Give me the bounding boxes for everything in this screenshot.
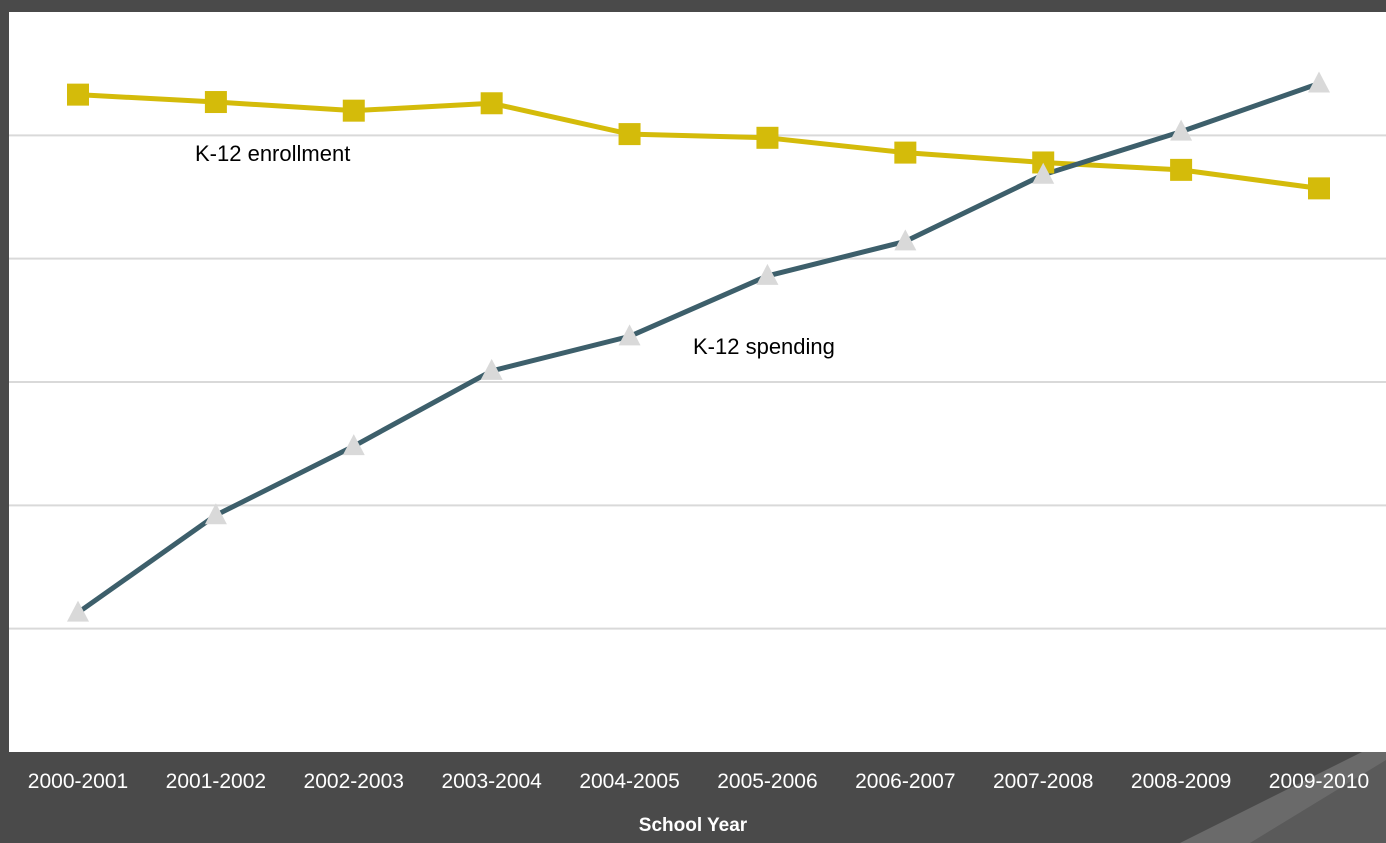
x-axis-title: School Year	[638, 815, 748, 836]
x-tick-label: 2007-2008	[993, 770, 1094, 793]
k-12-enrollment-line	[77, 92, 1320, 191]
x-tick-label: 2008-2009	[1130, 770, 1232, 793]
k-12-spending-point	[756, 263, 779, 285]
x-tick-label: 2005-2006	[717, 770, 818, 793]
enrollment-series-label: K-12 enrollment	[195, 141, 351, 166]
x-tick-label: 2006-2007	[855, 770, 956, 793]
k-12-enrollment-point	[1308, 177, 1330, 200]
x-tick-label: 2009-2010	[1268, 770, 1370, 793]
k-12-enrollment-point	[894, 141, 917, 164]
k-12-enrollment-point	[204, 91, 227, 114]
k-12-spending-point	[480, 358, 503, 380]
k-12-enrollment-point	[618, 123, 641, 146]
x-tick-label: 2002-2003	[303, 770, 404, 793]
series-lines	[76, 81, 1320, 615]
k-12-enrollment-point	[480, 92, 503, 115]
x-tick-label: 2004-2005	[579, 770, 680, 793]
x-tick-label: 2000-2001	[27, 770, 129, 793]
k-12-spending-point	[204, 503, 227, 525]
gridlines	[9, 134, 1386, 630]
k-12-enrollment-point	[67, 83, 89, 106]
k-12-spending-line	[76, 81, 1320, 615]
k-12-spending-point	[342, 434, 365, 456]
x-tick-label: 2003-2004	[441, 770, 542, 793]
k-12-enrollment-point	[342, 99, 365, 122]
k-12-enrollment-point	[1170, 158, 1193, 181]
k-12-enrollment-point	[1032, 151, 1055, 174]
k-12-spending-point	[894, 229, 917, 251]
k-12-spending-point	[1032, 162, 1055, 184]
k-12-enrollment-point	[756, 126, 779, 149]
k-12-spending-point	[1308, 71, 1330, 93]
k-12-spending-point	[1170, 119, 1193, 141]
x-tick-label: 2001-2002	[165, 770, 267, 793]
k-12-spending-point	[618, 324, 641, 346]
k-12-spending-point	[67, 600, 89, 622]
series-markers	[67, 71, 1330, 622]
spending-series-label: K-12 spending	[693, 334, 835, 359]
